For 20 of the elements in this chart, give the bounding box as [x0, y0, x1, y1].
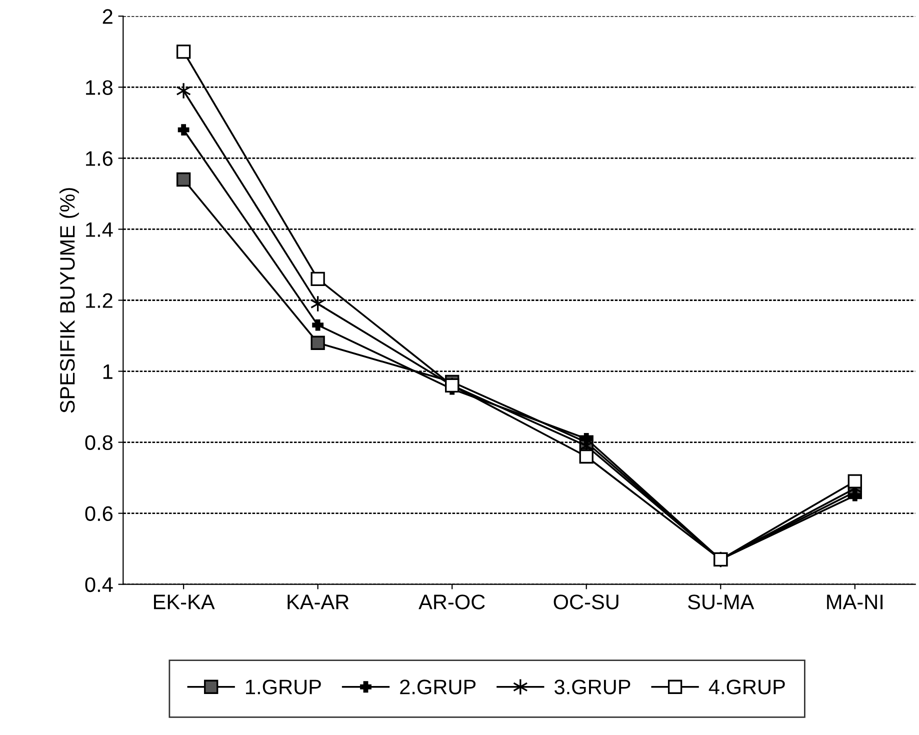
x-tick-label: OC-SU: [554, 594, 618, 610]
x-tick-label: KA-AR: [288, 594, 349, 610]
x-tick-label: AR-OC: [418, 594, 485, 610]
y-tick-label: 1.2: [86, 293, 112, 308]
y-tick-label: 1.8: [86, 80, 113, 95]
y-tick-label: 1: [103, 364, 112, 379]
x-tick-label: SU-MA: [688, 594, 754, 610]
x-tick-label: EK-KA: [154, 594, 215, 610]
legend-label: 1.GRUP: [246, 680, 321, 694]
legend-label: 4.GRUP: [708, 680, 785, 694]
y-tick-label: 0.8: [85, 435, 113, 450]
y-tick-label: 0.6: [85, 506, 113, 522]
y-tick-label: 0.4: [85, 577, 113, 592]
y-tick-label: 2: [102, 9, 112, 24]
legend-label: 2.GRUP: [400, 680, 476, 694]
y-axis-title: SPESIFIK BUYUME (%): [59, 188, 79, 413]
y-tick-label: 1.6: [86, 151, 113, 166]
legend-label: 3.GRUP: [554, 680, 630, 694]
x-tick-label: MA-NI: [827, 594, 882, 610]
y-tick-label: 1.4: [86, 222, 113, 237]
